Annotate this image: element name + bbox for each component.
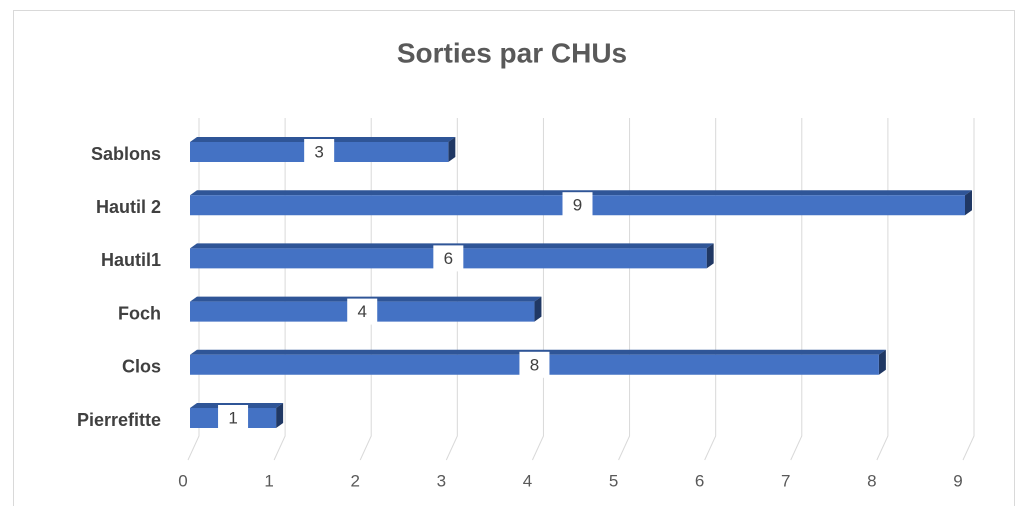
data-label-box <box>304 139 335 165</box>
grid-line <box>359 118 372 461</box>
y-tick-label: Pierrefitte <box>77 410 161 430</box>
data-label-box <box>519 351 550 378</box>
x-tick-label: 8 <box>867 471 876 490</box>
x-tick-label: 9 <box>953 471 962 490</box>
data-label-box <box>218 405 249 431</box>
data-label-box <box>562 192 593 219</box>
grid-line <box>618 118 631 461</box>
bar-face <box>706 243 714 269</box>
x-tick-label: 7 <box>781 471 790 490</box>
x-tick-label: 0 <box>178 471 187 490</box>
bar-face <box>965 190 972 216</box>
bar-face <box>878 349 886 375</box>
data-label: 3 <box>314 142 323 161</box>
x-tick-label: 2 <box>350 471 359 490</box>
data-label: 1 <box>228 408 237 427</box>
x-tick-label: 3 <box>437 471 446 490</box>
data-label-box <box>433 245 464 272</box>
chart-border <box>13 10 1015 506</box>
grid-line <box>445 118 458 461</box>
data-label-box <box>347 298 378 325</box>
y-tick-label: Sablons <box>91 144 161 164</box>
bar-face <box>534 296 542 322</box>
y-tick-label: Clos <box>122 357 161 377</box>
grid-line <box>790 118 803 461</box>
grid-line <box>531 118 544 461</box>
y-tick-label: Hautil 2 <box>96 197 161 217</box>
chart-title: Sorties par CHUs <box>397 37 627 68</box>
data-label: 8 <box>530 355 539 374</box>
x-tick-label: 1 <box>264 471 273 490</box>
x-tick-label: 5 <box>609 471 618 490</box>
grid-line <box>704 118 717 461</box>
grid-line <box>187 118 200 461</box>
x-tick-label: 4 <box>523 471 532 490</box>
y-tick-label: Hautil1 <box>101 250 161 270</box>
grid-line <box>962 118 975 461</box>
y-tick-label: Foch <box>118 303 161 323</box>
grid-line <box>273 118 286 461</box>
data-label: 9 <box>573 196 582 215</box>
x-tick-label: 6 <box>695 471 704 490</box>
grid-line <box>876 118 889 461</box>
bar-face <box>448 137 456 162</box>
bar-face <box>276 403 284 428</box>
data-label: 4 <box>357 302 366 321</box>
data-label: 6 <box>444 249 453 268</box>
